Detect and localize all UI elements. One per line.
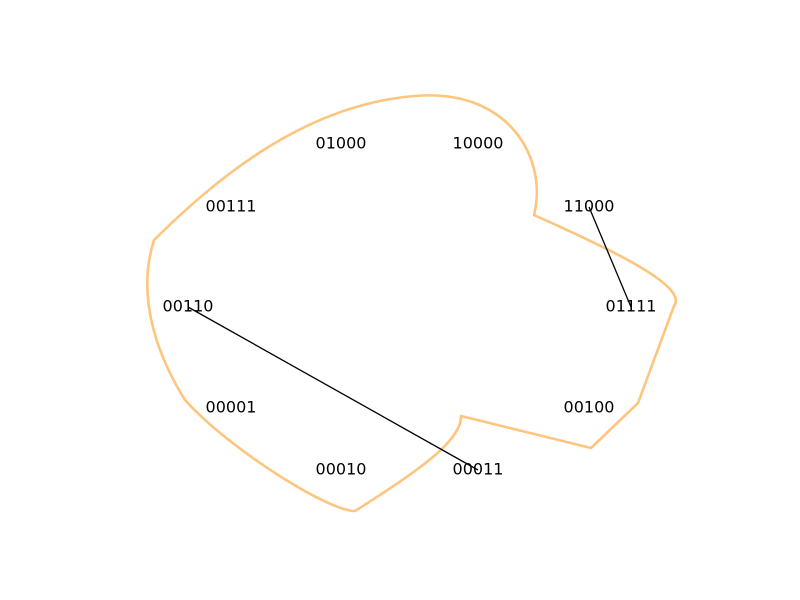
node-label-00011: 00011 xyxy=(453,460,504,479)
node-label-00001: 00001 xyxy=(206,398,257,417)
node-label-00110: 00110 xyxy=(163,297,214,316)
node-label-01000: 01000 xyxy=(316,134,367,153)
edge-11000-01111 xyxy=(588,206,632,308)
node-label-10000: 10000 xyxy=(453,134,504,153)
node-label-11000: 11000 xyxy=(564,197,615,216)
node-label-01111: 01111 xyxy=(606,297,657,316)
labels-layer: 01000 10000 00111 11000 00110 01111 0000… xyxy=(163,134,657,479)
node-group-outline xyxy=(146,94,678,513)
edge-00110-00011 xyxy=(187,306,479,471)
node-label-00111: 00111 xyxy=(206,197,257,216)
node-label-00100: 00100 xyxy=(564,398,615,417)
edges-layer xyxy=(187,206,632,471)
node-label-00010: 00010 xyxy=(316,460,367,479)
